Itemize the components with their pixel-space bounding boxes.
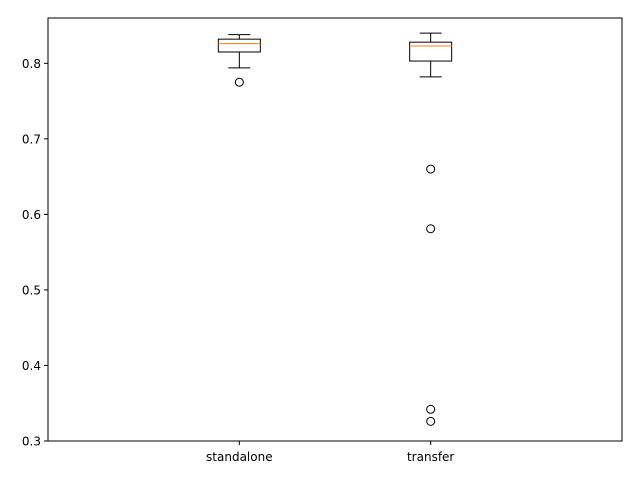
axes-frame (47, 17, 623, 442)
box-standalone (217, 34, 261, 87)
iqr-box (409, 41, 453, 62)
outlier-point (426, 224, 436, 234)
y-tick-label: 0.4 (22, 359, 41, 373)
outlier-point (426, 416, 436, 426)
x-tick-label: standalone (206, 450, 273, 464)
y-tick-label: 0.3 (22, 435, 41, 449)
outlier-point (234, 77, 244, 87)
box-transfer (409, 32, 453, 426)
iqr-box (217, 38, 261, 53)
y-tick-label: 0.6 (22, 208, 41, 222)
outlier-point (426, 164, 436, 174)
x-tick-label: transfer (407, 450, 454, 464)
y-tick-label: 0.5 (22, 283, 41, 297)
plot-area (217, 32, 453, 426)
outlier-point (426, 404, 436, 414)
y-tick-label: 0.7 (22, 132, 41, 146)
y-tick-label: 0.8 (22, 57, 41, 71)
y-axis: 0.3 0.4 0.5 0.6 0.7 0.8 (22, 57, 48, 449)
x-axis: standalone transfer (206, 441, 454, 464)
